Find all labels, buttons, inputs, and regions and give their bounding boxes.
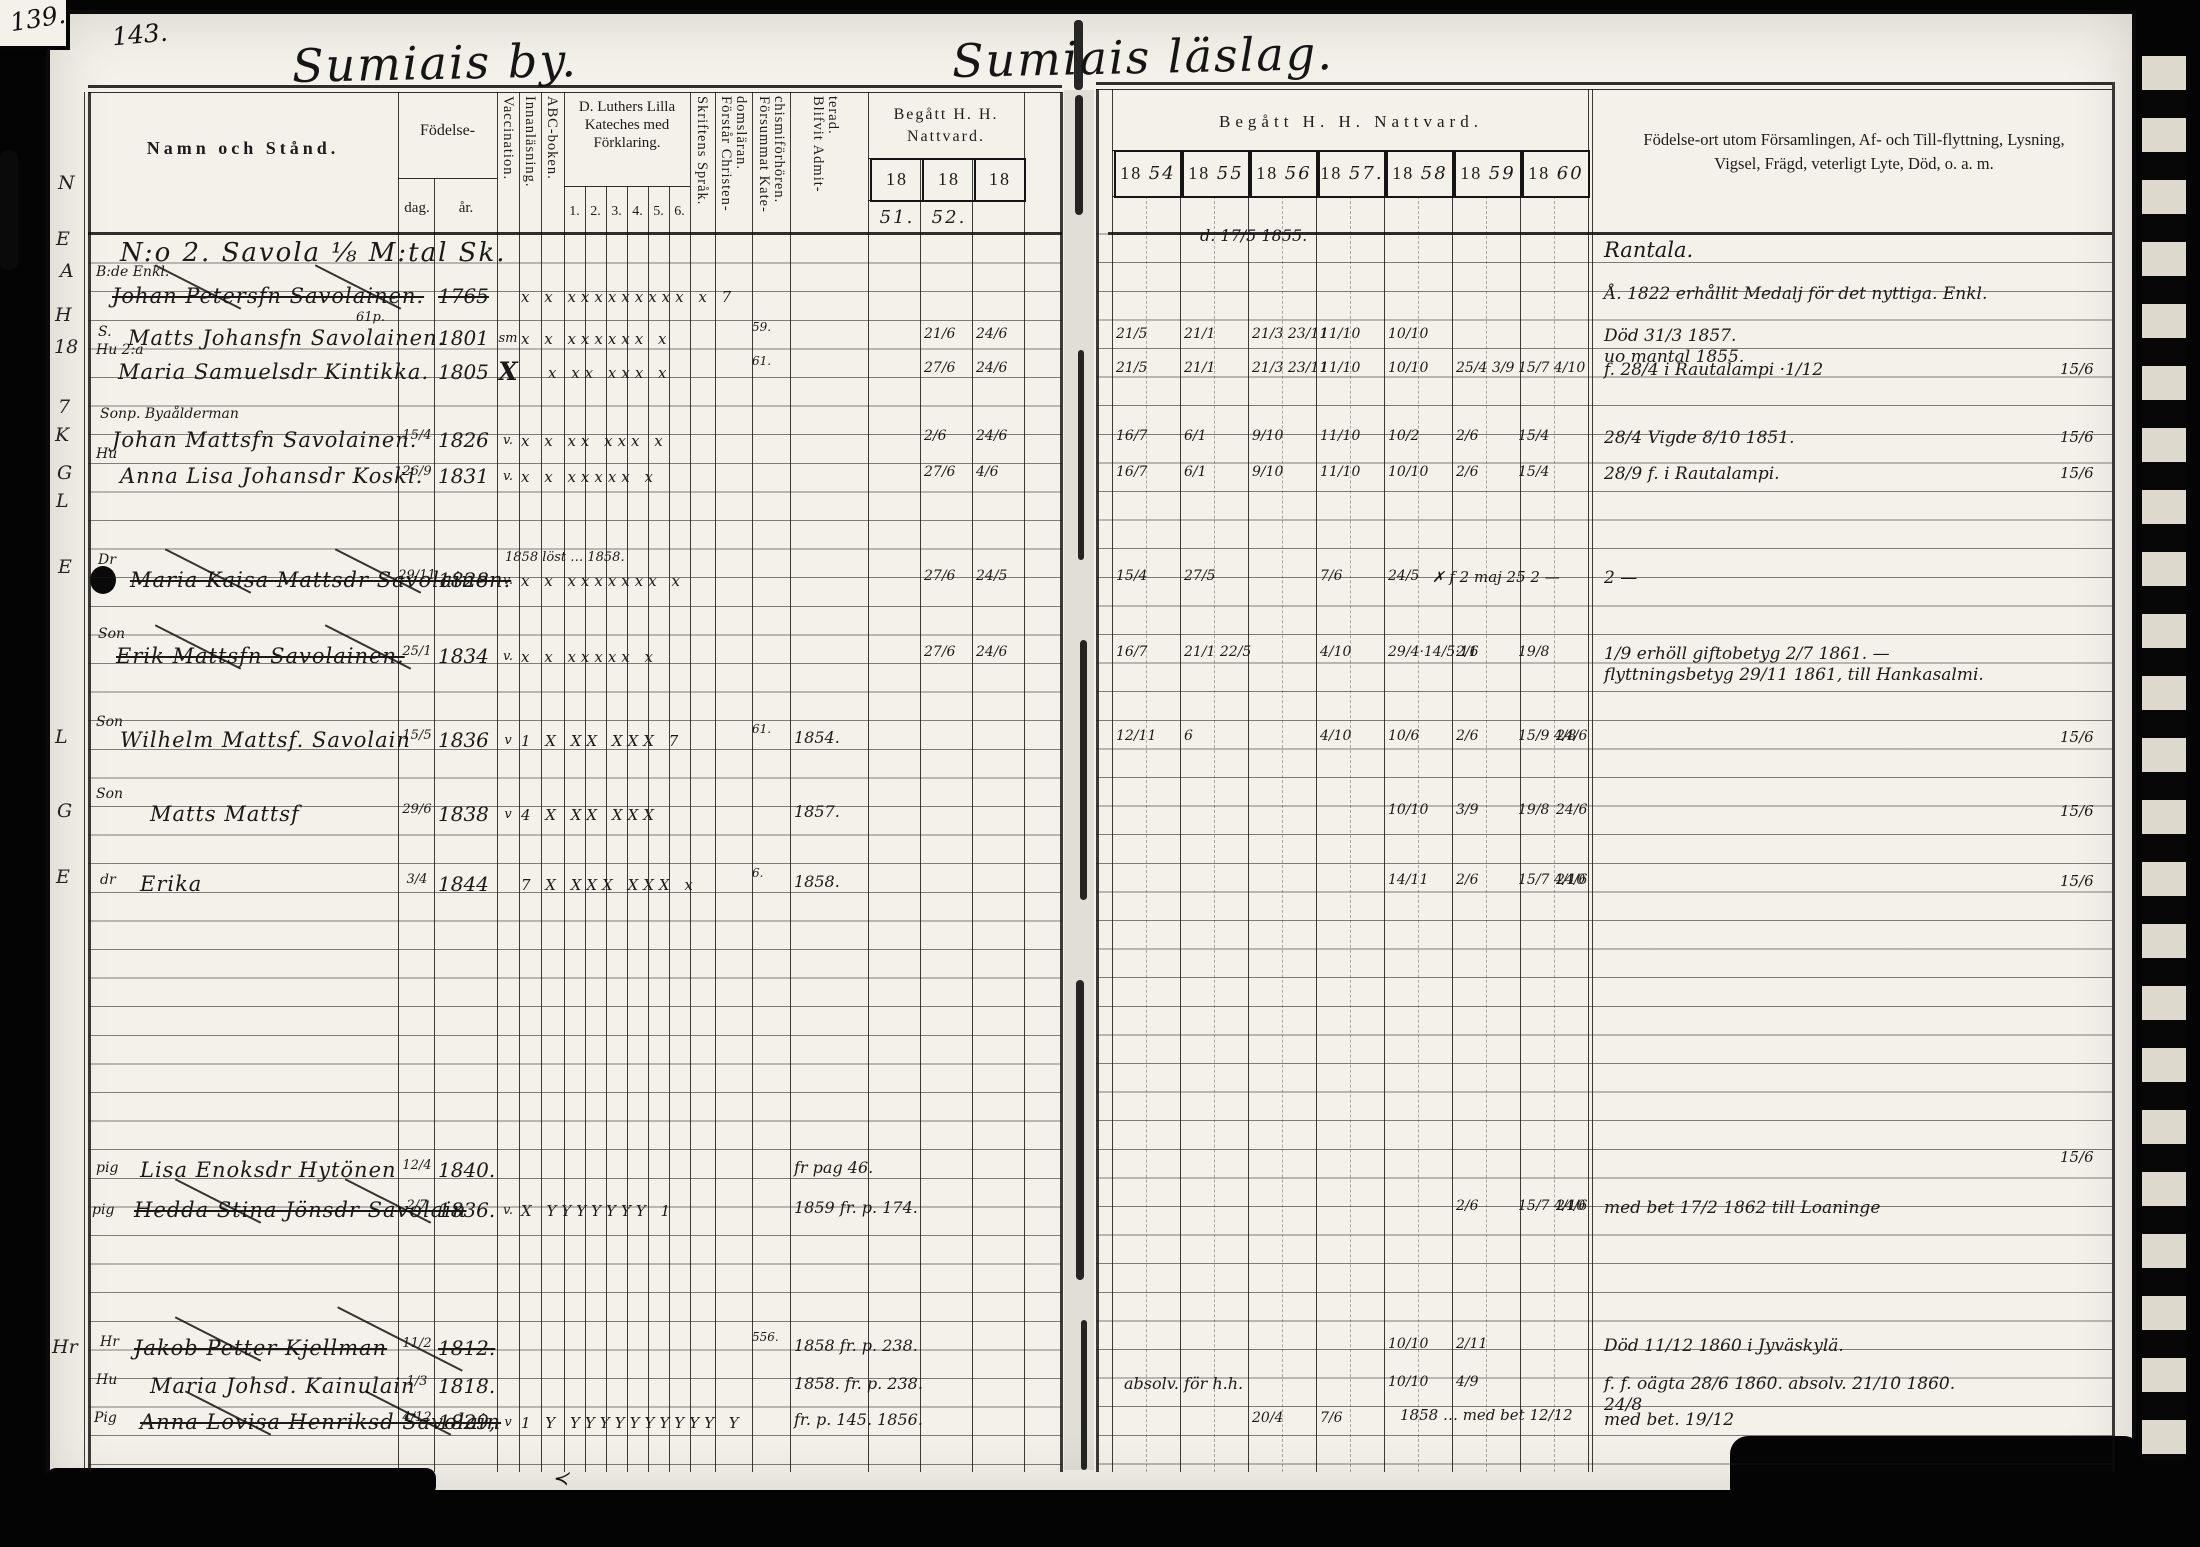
- person-name: Erik Mattsfn Savolainen.: [116, 644, 405, 668]
- col-cat-3: 3.: [611, 204, 622, 219]
- margin-mark: 18: [54, 336, 79, 358]
- col-birth-year: år.: [458, 200, 474, 216]
- margin-mark: Hr: [52, 1336, 78, 1358]
- person-name: Maria Samuelsdr Kintikka.: [118, 360, 430, 384]
- col-reading: Innanläsning.: [522, 96, 538, 188]
- margin-mark: 7: [58, 396, 71, 418]
- page-number-right: 143.: [110, 17, 169, 52]
- year-1852: 18 52.: [922, 158, 976, 228]
- person-name: Wilhelm Mattsf. Savolain: [120, 728, 411, 752]
- person-name: Jakob Petter Kjellman: [134, 1336, 388, 1360]
- table-row: Son Wilhelm Mattsf. Savolain 15/5 1836 v…: [96, 714, 2094, 752]
- year-1858: 18 58: [1386, 150, 1454, 198]
- table-row: Hu Maria Johsd. Kainulain 1/3 1818. 1858…: [96, 1372, 1956, 1415]
- year-1855: 18 55: [1182, 150, 1250, 198]
- col-vaccination: Vaccination.: [500, 96, 516, 181]
- col-scripture: Skriftens Språk.: [694, 96, 710, 206]
- col-abc-book: ABC-boken.: [544, 96, 560, 180]
- person-name: Maria Johsd. Kainulain: [150, 1374, 416, 1398]
- col-notes: Födelse-ort utom Församlingen, Af- och T…: [1643, 130, 2065, 173]
- table-row: Hr Jakob Petter Kjellman 11/2 1812. 556.…: [0, 1306, 2200, 1372]
- person-name: Johan Petersfn Savolainen.: [112, 284, 425, 308]
- table-row: S. 61p. Matts Johansfn Savolainen. 1801 …: [98, 310, 1745, 367]
- margin-mark: A: [60, 260, 74, 282]
- margin-mark: N: [58, 172, 75, 194]
- margin-mark: H: [55, 304, 72, 326]
- margin-mark: G: [57, 462, 73, 484]
- person-name: Matts Johansfn Savolainen.: [128, 326, 446, 350]
- table-row: Dr 1858 löst … 1858. Maria Kaisa Mattsdr…: [98, 548, 1638, 594]
- col-cat-2: 2.: [590, 204, 601, 219]
- col-communion-right: Begått H. H. Nattvard.: [1219, 112, 1483, 131]
- table-row: Hu Anna Lisa Johansdr Koski. 26/9 1831 v…: [96, 446, 2094, 488]
- bottom-mark: ≺: [552, 1466, 569, 1490]
- col-understands: Förstår Christen- domsläran.: [718, 96, 749, 212]
- table-row: Pig Anna Lovisa Henriksd Savolain 4/12 1…: [0, 1390, 2200, 1440]
- person-name: Anna Lovisa Henriksd Savolain: [140, 1410, 502, 1434]
- household-title: N:o 2. Savola ⅛ M:tal Sk.: [120, 238, 507, 268]
- col-cat-6: 6.: [674, 204, 685, 219]
- table-row: B:de Enkl. Johan Petersfn Savolainen. 17…: [96, 226, 1988, 310]
- margin-mark: E: [56, 866, 70, 888]
- col-cat-1: 1.: [569, 204, 580, 219]
- year-1854: 18 54: [1114, 150, 1182, 198]
- table-row: pig Hedda Stina Jönsdr Savolain 2/7 1836…: [0, 1178, 2200, 1228]
- margin-mark: E: [58, 556, 72, 578]
- table-row: dr Erika 3/4 1844 7 X XXX XXX x 6. 1858.…: [100, 866, 2094, 896]
- left-page-title: Sumiais by.: [291, 33, 579, 93]
- year-1859: 18 59: [1454, 150, 1522, 198]
- corner-patch: [0, 0, 70, 50]
- col-admitted: Blifvit Admit- terad.: [810, 96, 841, 193]
- margin-mark: E: [56, 228, 70, 250]
- person-name: Matts Mattsf: [150, 802, 300, 826]
- col-missed: Försummat Kate- chismiförhören.: [756, 96, 787, 213]
- person-name: Erika: [140, 872, 203, 896]
- margin-mark: L: [56, 490, 69, 512]
- table-row: Hu 2:a Maria Samuelsdr Kintikka. 1805 X …: [96, 342, 2094, 386]
- ledger-edge-texture: [2142, 56, 2186, 1460]
- person-name: Maria Kaisa Mattsdr Savolainen.: [130, 568, 512, 592]
- col-communion-left: Begått H. H. Nattvard.: [893, 106, 999, 145]
- table-row: Son Erik Mattsfn Savolainen. 25/1 1834 v…: [98, 624, 1984, 685]
- section-header-row: N:o 2. Savola ⅛ M:tal Sk. Rantala.: [0, 238, 2200, 268]
- col-cat-4: 4.: [632, 204, 643, 219]
- table-row: pig Lisa Enoksdr Hytönen 12/4 1840. fr p…: [96, 1148, 2094, 1182]
- col-name-stand: Namn och Stånd.: [146, 138, 340, 158]
- col-birth-day: dag.: [404, 200, 430, 216]
- year-1856: 18 56: [1250, 150, 1318, 198]
- margin-mark: K: [55, 424, 70, 446]
- col-catechism: D. Luthers Lilla Kateches med Förklaring…: [578, 99, 676, 151]
- year-1853: 18: [974, 158, 1026, 202]
- year-1860: 18 60: [1522, 150, 1590, 198]
- margin-mark: G: [57, 800, 73, 822]
- year-1851: 18 51.: [870, 158, 924, 228]
- year-1857: 18 57.: [1318, 150, 1386, 198]
- note: Rantala.: [1604, 238, 1694, 262]
- person-name: Hedda Stina Jönsdr Savolain: [134, 1198, 467, 1222]
- table-row: Son Matts Mattsf 29/6 1838 v 4 X XX XXX …: [96, 786, 2094, 826]
- col-cat-5: 5.: [653, 204, 664, 219]
- person-name: Lisa Enoksdr Hytönen: [140, 1158, 397, 1182]
- margin-mark: L: [55, 726, 68, 748]
- col-birth: Födelse-: [419, 122, 476, 139]
- right-page-title: Sumiais läslag.: [951, 26, 1335, 88]
- table-row: Sonp. Byaålderman Johan Mattsfn Savolain…: [100, 406, 2094, 452]
- person-name: Johan Mattsfn Savolainen.: [112, 428, 418, 452]
- person-name: Anna Lisa Johansdr Koski.: [120, 464, 424, 488]
